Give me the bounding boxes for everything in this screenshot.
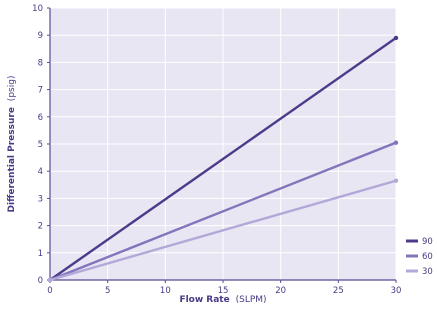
y-tick-label: 10: [32, 4, 43, 14]
y-tick-label: 5: [38, 140, 43, 150]
y-tick-label: 4: [38, 167, 43, 177]
y-axis-label: Differential Pressure (psig): [7, 76, 17, 213]
series-lines: [47, 35, 399, 283]
x-tick-label: 0: [47, 286, 52, 296]
y-tick-label: 7: [38, 86, 43, 96]
x-axis-label-unit: (SLPM): [236, 295, 267, 305]
x-axis-label: Flow Rate (SLPM): [179, 295, 266, 305]
y-tick-label: 6: [38, 113, 43, 123]
series-line-90: [48, 36, 398, 282]
series-line-30: [48, 179, 398, 282]
y-axis-label-bold: Differential Pressure: [7, 107, 17, 212]
x-axis-label-bold: Flow Rate: [179, 295, 229, 305]
legend: 90 60 30: [406, 237, 433, 277]
x-tick-label: 30: [391, 286, 402, 296]
y-axis-label-unit: (psig): [7, 76, 17, 102]
data-point-60: [393, 140, 399, 145]
data-point-30: [47, 277, 53, 283]
tick-labels: 0 5 10 15 20 25 30 0 1 2 3 4 5 6 7 8 9 10: [32, 4, 401, 296]
legend-label-60: 60: [422, 252, 433, 262]
y-tick-label: 1: [38, 249, 43, 259]
y-tick-label: 0: [38, 276, 43, 286]
legend-label-90: 90: [422, 237, 433, 247]
x-tick-label: 10: [160, 286, 171, 296]
x-tick-label: 15: [218, 286, 229, 296]
data-point-30: [393, 178, 399, 183]
series-line-60: [48, 141, 398, 282]
y-tick-label: 8: [38, 58, 43, 68]
y-tick-label: 2: [38, 222, 43, 232]
x-tick-label: 5: [105, 286, 110, 296]
x-tick-label: 25: [333, 286, 344, 296]
y-tick-label: 3: [38, 194, 43, 204]
y-tick-label: 9: [38, 31, 43, 41]
data-point-90: [393, 35, 399, 41]
x-tick-label: 20: [275, 286, 286, 296]
legend-label-30: 30: [422, 267, 433, 277]
